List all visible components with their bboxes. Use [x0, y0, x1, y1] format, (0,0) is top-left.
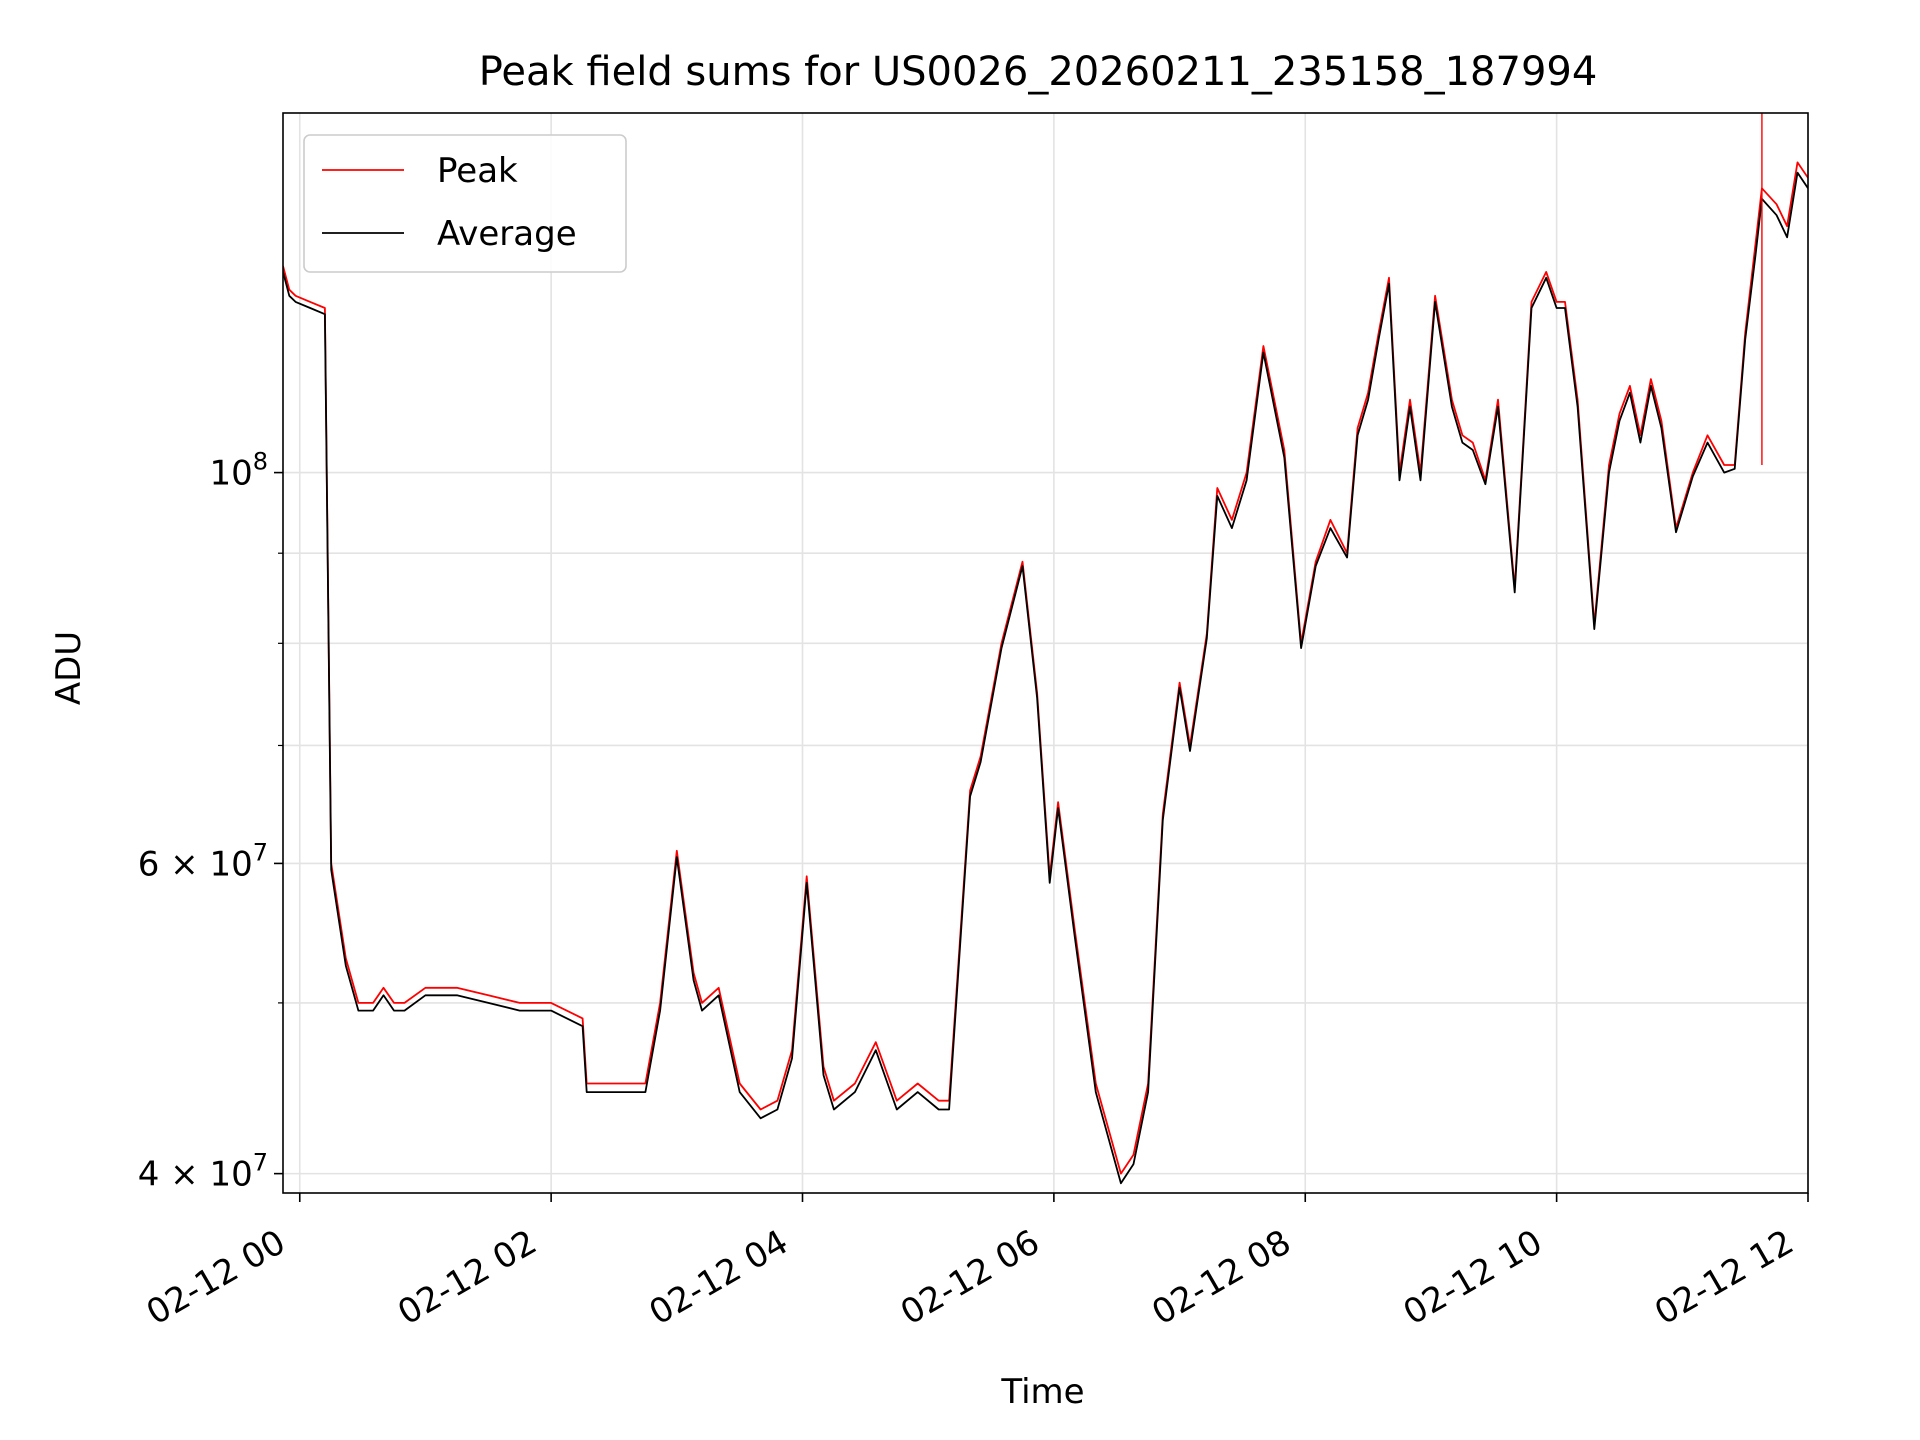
y-tick-label: 108 — [209, 448, 268, 494]
y-axis: 4 × 107 6 × 107 108 — [138, 448, 283, 1195]
y-tick-label: 6 × 107 — [138, 838, 268, 884]
chart-title: Peak field sums for US0026_20260211_2351… — [479, 49, 1598, 95]
legend-average-label: Average — [437, 214, 577, 254]
y-axis-label: ADU — [49, 631, 89, 705]
plot-lines — [283, 113, 1808, 1185]
x-axis-label: Time — [1000, 1372, 1084, 1412]
series-line-average — [283, 171, 1808, 1185]
grid — [283, 113, 1809, 1193]
legend: Peak Average — [303, 134, 627, 273]
y-tick-label: 4 × 107 — [138, 1149, 268, 1195]
plot-frame — [282, 112, 1809, 1194]
legend-peak-label: Peak — [437, 151, 518, 191]
